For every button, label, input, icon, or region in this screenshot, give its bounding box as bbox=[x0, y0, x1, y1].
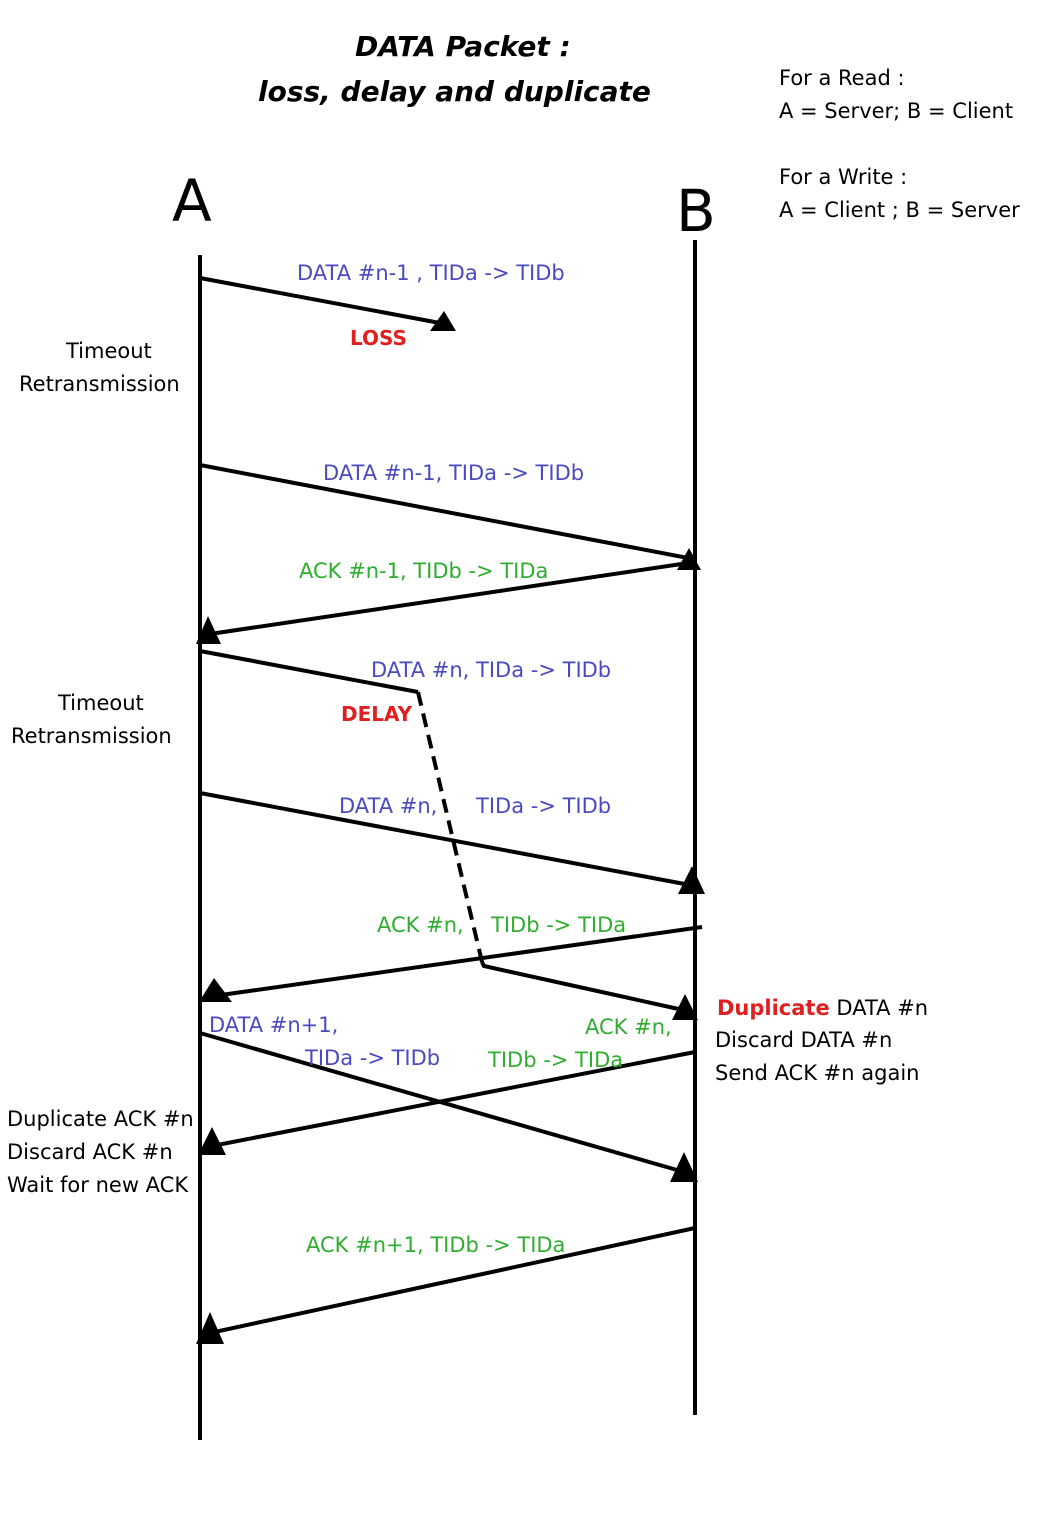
legend-read-heading: For a Read : bbox=[779, 66, 905, 90]
arrow-ack-n-plus-1 bbox=[209, 1226, 696, 1335]
label-m5-part-2: TIDa -> TIDb bbox=[476, 794, 612, 818]
host-b-label: B bbox=[676, 177, 716, 245]
label-m8-part-1: ACK #n, bbox=[585, 1015, 672, 1039]
delay-dashed-segment bbox=[416, 691, 484, 963]
label-m3: ACK #n-1, TIDb -> TIDa bbox=[299, 559, 549, 583]
label-m7-part-2: TIDa -> TIDb bbox=[305, 1046, 441, 1070]
note-wait-new-ack: Wait for new ACK bbox=[7, 1173, 189, 1197]
label-m4: DATA #n, TIDa -> TIDb bbox=[371, 658, 612, 682]
label-timeout-1-line-2: Retransmission bbox=[19, 372, 180, 396]
note-send-ack-again: Send ACK #n again bbox=[715, 1061, 920, 1085]
arrow-data-n-retransmit bbox=[199, 791, 691, 887]
legend-write-roles: A = Client ; B = Server bbox=[779, 198, 1020, 222]
note-discard-ack: Discard ACK #n bbox=[7, 1140, 173, 1164]
arrow-data-n-duplicate bbox=[480, 961, 684, 1012]
arrow-data-n-1-lost bbox=[199, 276, 441, 325]
label-m9: ACK #n+1, TIDb -> TIDa bbox=[306, 1233, 566, 1257]
arrow-ack-n bbox=[213, 925, 703, 998]
arrowhead-data-n-1 bbox=[677, 548, 701, 570]
arrow-data-n-1-retransmit bbox=[199, 463, 689, 560]
label-timeout-2-line-2: Retransmission bbox=[11, 724, 172, 748]
label-m5-part-1: DATA #n, bbox=[339, 794, 438, 818]
arrowhead-dup-data-n bbox=[672, 994, 698, 1020]
legend-read-roles: A = Server; B = Client bbox=[779, 99, 1014, 123]
diagram-title-line-2: loss, delay and duplicate bbox=[258, 75, 651, 108]
label-delay: DELAY bbox=[341, 702, 413, 726]
note-duplicate-ack: Duplicate ACK #n bbox=[7, 1107, 194, 1131]
label-m6-part-2: TIDb -> TIDa bbox=[491, 913, 627, 937]
arrow-ack-n-1 bbox=[209, 560, 696, 636]
arrowhead-ack-n-plus-1 bbox=[196, 1312, 224, 1344]
label-m6-part-1: ACK #n, bbox=[377, 913, 464, 937]
label-timeout-1-line-1: Timeout bbox=[66, 339, 152, 363]
diagram-title-line-1: DATA Packet : bbox=[355, 30, 571, 63]
note-duplicate-data-rest: DATA #n bbox=[836, 996, 929, 1020]
arrow-data-n-delayed bbox=[199, 649, 419, 694]
arrowhead-dup-ack-n bbox=[198, 1127, 226, 1155]
label-timeout-2-line-1: Timeout bbox=[58, 691, 144, 715]
arrowhead-ack-n-1 bbox=[196, 616, 221, 644]
label-m8-part-2: TIDb -> TIDa bbox=[488, 1048, 624, 1072]
label-loss: LOSS bbox=[350, 326, 407, 350]
arrow-dup-ack-n bbox=[211, 1050, 696, 1148]
arrowhead-data-n bbox=[678, 866, 705, 894]
label-m1: DATA #n-1 , TIDa -> TIDb bbox=[297, 261, 565, 285]
label-m2: DATA #n-1, TIDa -> TIDb bbox=[323, 461, 585, 485]
note-discard-data: Discard DATA #n bbox=[715, 1028, 893, 1052]
arrowhead-data-n-plus-1 bbox=[670, 1152, 698, 1182]
host-a-label: A bbox=[172, 167, 212, 235]
label-m7-part-1: DATA #n+1, bbox=[209, 1013, 339, 1037]
arrowhead-loss bbox=[430, 311, 456, 331]
arrowhead-ack-n bbox=[199, 978, 232, 1002]
note-duplicate-word: Duplicate bbox=[717, 996, 830, 1020]
note-duplicate-data: Duplicate DATA #n bbox=[717, 998, 928, 1019]
legend-write-heading: For a Write : bbox=[779, 165, 908, 189]
